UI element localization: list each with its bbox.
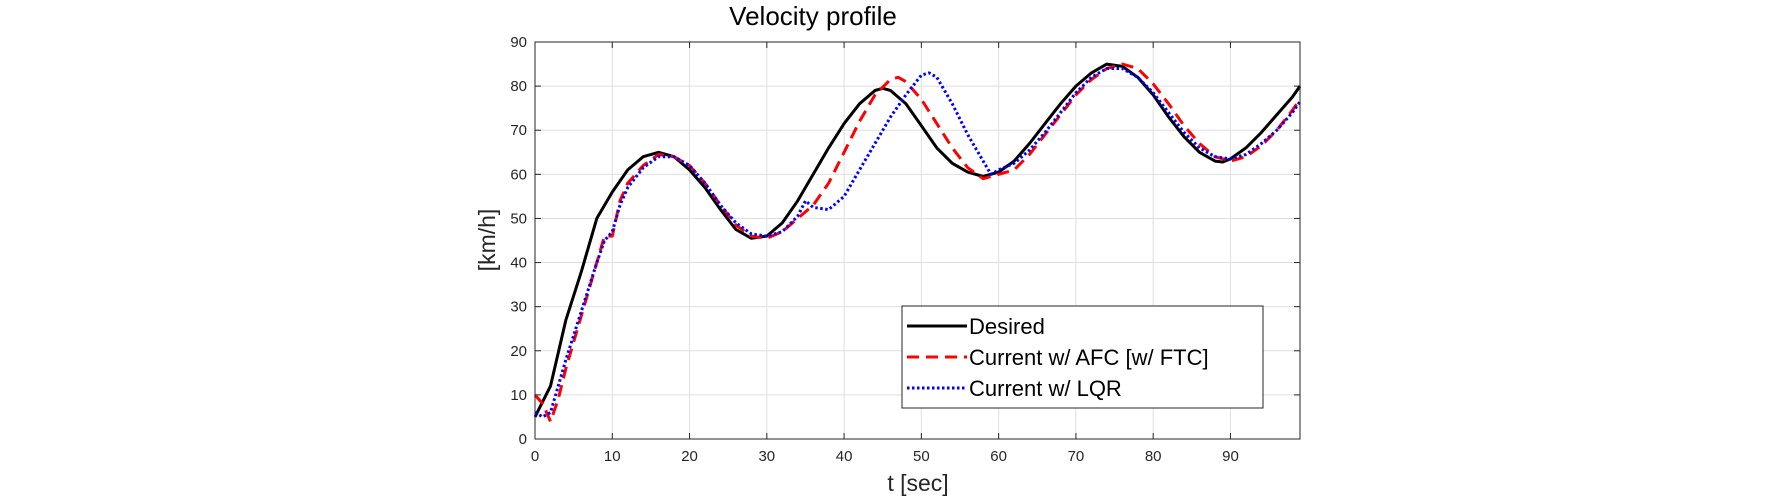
legend-label-2: Current w/ LQR (969, 376, 1122, 401)
x-tick-label: 30 (758, 448, 775, 465)
legend: Desired Current w/ AFC [w/ FTC] Current w/… (901, 305, 1264, 409)
x-tick-label: 50 (913, 448, 930, 465)
x-tick-label: 90 (1222, 448, 1239, 465)
legend-label-1: Current w/ AFC [w/ FTC] (969, 345, 1209, 370)
y-tick-label: 70 (510, 122, 527, 139)
y-tick-label: 80 (510, 78, 527, 95)
x-tick-label: 10 (604, 448, 621, 465)
plot-area-border (534, 41, 1301, 440)
legend-box (901, 305, 1264, 409)
x-tick-labels: 0 10 20 30 40 50 60 70 80 90 (531, 448, 1239, 465)
y-tick-label: 90 (510, 34, 527, 51)
x-tick-label: 60 (990, 448, 1007, 465)
y-axis-label: [km/h] (474, 209, 500, 272)
y-tick-label: 60 (510, 166, 527, 183)
x-tick-label: 20 (681, 448, 698, 465)
legend-label-0: Desired (969, 314, 1045, 339)
y-tick-labels: 0 10 20 30 40 50 60 70 80 90 (510, 34, 527, 448)
x-tick-label: 70 (1068, 448, 1085, 465)
x-tick-label: 0 (531, 448, 539, 465)
y-tick-label: 50 (510, 210, 527, 227)
y-tick-label: 20 (510, 343, 527, 360)
x-axis-label: t [sec] (887, 470, 948, 496)
x-tick-label: 40 (836, 448, 853, 465)
chart-title: Velocity profile (729, 1, 897, 31)
y-tick-label: 0 (519, 431, 527, 448)
y-tick-label: 30 (510, 299, 527, 316)
series-lines (533, 62, 1302, 423)
series-line-2 (534, 67, 1302, 419)
series-line-1 (533, 62, 1302, 423)
x-tick-label: 80 (1145, 448, 1162, 465)
y-tick-label: 40 (510, 255, 527, 272)
y-tick-label: 10 (510, 387, 527, 404)
